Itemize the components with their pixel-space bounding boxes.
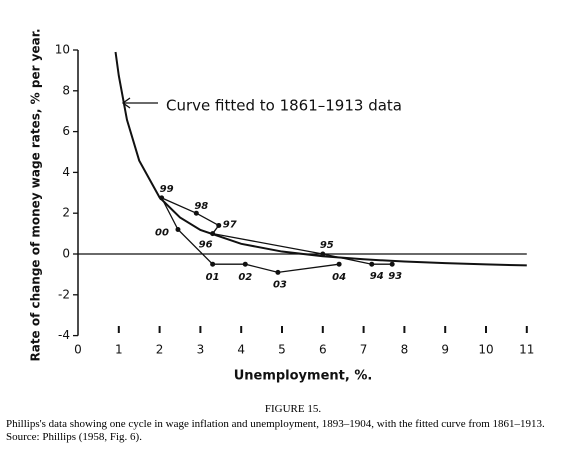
data-point (389, 261, 395, 267)
data-point (193, 210, 199, 216)
x-tick-label: 6 (319, 343, 327, 357)
x-tick-label: 0 (74, 343, 82, 357)
point-label: 02 (238, 272, 252, 283)
caption: Phillips's data showing one cycle in wag… (6, 418, 545, 443)
figure-label: FIGURE 15. (264, 403, 322, 415)
data-point (210, 231, 216, 237)
y-tick-label: 10 (55, 43, 70, 57)
data-point (210, 261, 216, 267)
point-label: 93 (388, 271, 402, 282)
annotation: Curve fitted to 1861–1913 data (166, 97, 402, 115)
point-label: 03 (273, 279, 287, 290)
x-tick-label: 7 (360, 343, 368, 357)
y-tick-label: 4 (62, 165, 70, 179)
x-tick-label: 5 (278, 343, 286, 357)
y-axis-label: Rate of change of money wage rates, % pe… (29, 28, 43, 361)
point-label: 94 (370, 271, 384, 282)
point-label: 99 (160, 184, 174, 195)
x-tick-label: 1 (115, 343, 123, 357)
y-tick-label: 6 (62, 124, 70, 138)
data-point (159, 195, 165, 201)
data-line (160, 196, 393, 274)
x-tick-label: 11 (519, 343, 534, 357)
data-point (242, 261, 248, 267)
x-tick-label: 3 (197, 343, 205, 357)
y-tick-label: -2 (58, 287, 70, 301)
y-tick-label: 2 (62, 206, 70, 220)
data-point (336, 261, 342, 267)
point-label: 01 (206, 272, 220, 283)
data-point (275, 269, 281, 275)
x-tick-label: 9 (441, 343, 449, 357)
point-label: 96 (199, 240, 213, 251)
point-label: 95 (320, 240, 334, 251)
point-label: 00 (155, 228, 169, 239)
y-tick-label: 8 (62, 83, 70, 97)
point-label: 97 (223, 219, 237, 230)
y-tick-label: -4 (58, 328, 70, 342)
chart: Rate of change of money wage rates, % pe… (29, 28, 535, 384)
x-tick-label: 2 (156, 343, 164, 357)
x-tick-label: 10 (478, 343, 493, 357)
point-label: 04 (332, 272, 346, 283)
point-label: 98 (194, 201, 208, 212)
y-tick-label: 0 (62, 247, 70, 261)
data-point (175, 227, 181, 233)
data-point (320, 251, 326, 257)
fitted-curve (114, 51, 527, 267)
data-point (369, 261, 375, 267)
data-point (216, 222, 222, 228)
x-tick-label: 4 (237, 343, 245, 357)
x-axis-label: Unemployment, %. (234, 369, 373, 384)
x-tick-label: 8 (401, 343, 409, 357)
